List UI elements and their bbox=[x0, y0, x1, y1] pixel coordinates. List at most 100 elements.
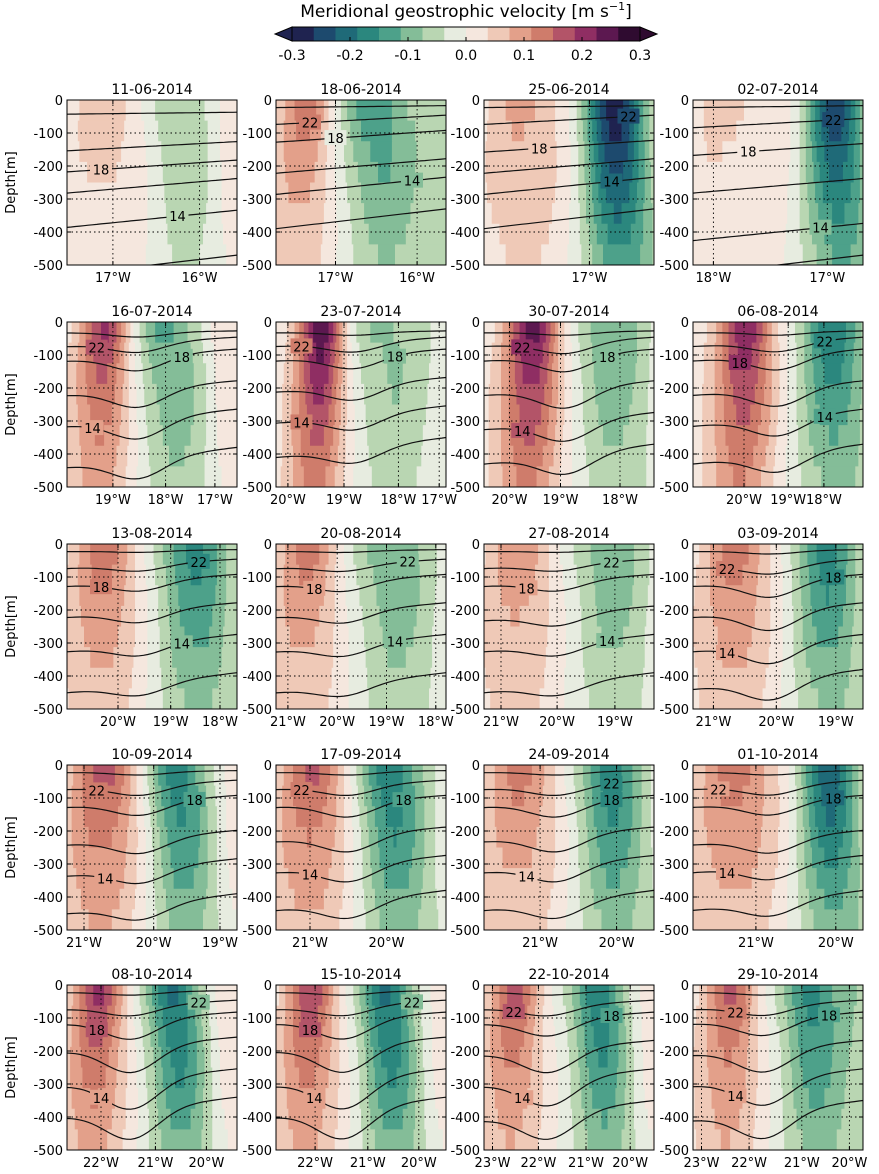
isotherm-line bbox=[484, 1011, 654, 1037]
velocity-cell bbox=[285, 342, 294, 364]
velocity-cell bbox=[379, 605, 418, 627]
velocity-cell bbox=[276, 1088, 288, 1110]
velocity-cell bbox=[567, 244, 582, 265]
velocity-cell bbox=[584, 1108, 602, 1130]
y-tick-label: 0 bbox=[681, 538, 689, 553]
velocity-cell bbox=[276, 585, 285, 607]
velocity-cell bbox=[745, 466, 762, 487]
velocity-cell bbox=[280, 466, 294, 487]
velocity-cell bbox=[768, 1129, 785, 1150]
velocity-cell bbox=[855, 544, 863, 566]
velocity-cell bbox=[693, 1046, 708, 1068]
velocity-cell bbox=[162, 161, 209, 183]
velocity-cell bbox=[584, 1026, 595, 1048]
velocity-cell bbox=[207, 847, 218, 869]
velocity-cell bbox=[276, 1108, 289, 1130]
isotherm-line bbox=[484, 549, 654, 554]
isotherm-line bbox=[67, 602, 237, 624]
velocity-cell bbox=[323, 203, 337, 225]
isotherm-line bbox=[484, 990, 654, 996]
velocity-cell bbox=[519, 1046, 533, 1068]
y-tick-label: -500 bbox=[450, 1144, 480, 1159]
isotherm-label: 22 bbox=[302, 117, 319, 132]
velocity-cell bbox=[722, 363, 731, 385]
velocity-cell bbox=[572, 404, 584, 426]
velocity-cell bbox=[815, 182, 824, 204]
velocity-cell bbox=[199, 244, 227, 265]
velocity-cell bbox=[276, 342, 286, 364]
panel-frame bbox=[483, 99, 655, 266]
velocity-cell bbox=[693, 765, 706, 787]
velocity-cell bbox=[788, 1026, 799, 1048]
velocity-cell bbox=[199, 826, 209, 848]
isotherm-line bbox=[276, 1096, 446, 1140]
velocity-cell bbox=[624, 1108, 635, 1130]
velocity-cell bbox=[113, 647, 134, 669]
velocity-cell bbox=[805, 868, 818, 890]
velocity-cell bbox=[161, 667, 178, 689]
velocity-cell bbox=[310, 425, 325, 447]
velocity-cell bbox=[125, 1108, 139, 1130]
velocity-cell bbox=[334, 161, 347, 183]
velocity-cell bbox=[649, 564, 654, 586]
velocity-cell bbox=[378, 161, 391, 183]
velocity-cell bbox=[485, 161, 558, 183]
velocity-cell bbox=[432, 626, 446, 648]
velocity-cell bbox=[373, 1046, 382, 1068]
velocity-cell bbox=[590, 100, 596, 122]
isotherm-label: 14 bbox=[514, 1092, 531, 1107]
velocity-cell bbox=[413, 1129, 427, 1150]
velocity-cell bbox=[693, 100, 705, 122]
velocity-cell bbox=[484, 585, 502, 607]
velocity-cell bbox=[136, 383, 145, 405]
velocity-cell bbox=[624, 1088, 635, 1110]
velocity-cell bbox=[569, 1046, 579, 1068]
velocity-cell bbox=[564, 765, 575, 787]
y-tick-label: -500 bbox=[450, 481, 480, 496]
velocity-cell bbox=[124, 868, 138, 890]
velocity-cell bbox=[285, 1005, 294, 1027]
velocity-cell bbox=[212, 1108, 226, 1130]
isotherm-label-bg bbox=[600, 554, 623, 570]
x-tick-label: 19°W bbox=[153, 715, 189, 730]
velocity-cell bbox=[703, 806, 764, 828]
velocity-cell bbox=[187, 1026, 198, 1048]
velocity-cell bbox=[810, 826, 819, 848]
velocity-cell bbox=[505, 244, 542, 265]
velocity-cell bbox=[770, 404, 779, 426]
isotherm-label: 22 bbox=[620, 111, 637, 126]
velocity-cell bbox=[693, 404, 703, 426]
isotherm-label: 22 bbox=[293, 784, 310, 799]
velocity-cell bbox=[586, 985, 610, 1007]
isotherm-label: 22 bbox=[505, 1006, 522, 1021]
velocity-cell bbox=[647, 1108, 654, 1130]
velocity-cell bbox=[703, 363, 716, 385]
x-tick-label: 18°W bbox=[602, 493, 638, 508]
velocity-cell bbox=[694, 1088, 713, 1110]
velocity-cell bbox=[385, 806, 404, 828]
y-tick-label: -500 bbox=[33, 259, 63, 274]
isotherm-label: 14 bbox=[302, 869, 319, 884]
velocity-cell bbox=[787, 203, 801, 225]
velocity-cell bbox=[150, 806, 158, 828]
velocity-cell bbox=[787, 383, 798, 405]
velocity-cell bbox=[178, 585, 216, 607]
velocity-cell bbox=[650, 806, 654, 828]
velocity-cell bbox=[73, 985, 80, 1007]
velocity-cell bbox=[855, 322, 862, 344]
isotherm-label: 18 bbox=[821, 1009, 838, 1024]
velocity-cell bbox=[201, 1129, 213, 1150]
velocity-cell bbox=[427, 383, 446, 405]
velocity-cell bbox=[576, 100, 582, 122]
velocity-cell bbox=[716, 445, 730, 467]
velocity-cell bbox=[542, 342, 550, 364]
velocity-cell bbox=[415, 1026, 424, 1048]
velocity-cell bbox=[850, 647, 863, 669]
panel-title: 22-10-2014 bbox=[528, 967, 609, 983]
y-tick-label: 0 bbox=[264, 94, 272, 109]
velocity-cell bbox=[572, 363, 582, 385]
velocity-field bbox=[276, 985, 446, 1150]
velocity-cell bbox=[598, 182, 607, 204]
velocity-cell bbox=[590, 161, 596, 183]
